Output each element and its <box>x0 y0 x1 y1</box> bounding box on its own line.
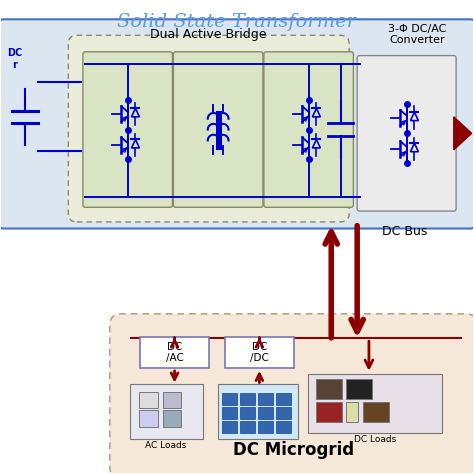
Text: 3-Φ DC/AC
Converter: 3-Φ DC/AC Converter <box>388 24 446 45</box>
Bar <box>316 379 342 399</box>
Bar <box>346 402 358 422</box>
Bar <box>129 384 202 438</box>
Bar <box>240 393 255 405</box>
Bar <box>308 374 442 433</box>
FancyBboxPatch shape <box>68 36 349 222</box>
Text: Solid State Transformer: Solid State Transformer <box>118 13 356 31</box>
Bar <box>316 402 342 422</box>
Bar <box>346 379 372 399</box>
Bar <box>222 393 237 405</box>
Bar <box>276 407 291 419</box>
Bar <box>163 392 182 408</box>
Bar <box>258 393 273 405</box>
Bar <box>276 393 291 405</box>
Text: DC: DC <box>7 48 22 58</box>
Bar <box>258 407 273 419</box>
Bar <box>276 421 291 433</box>
FancyBboxPatch shape <box>0 19 474 228</box>
Text: DC
/DC: DC /DC <box>250 342 269 364</box>
Text: DC Bus: DC Bus <box>382 225 427 238</box>
FancyBboxPatch shape <box>83 52 173 207</box>
FancyBboxPatch shape <box>110 314 474 474</box>
Bar <box>222 421 237 433</box>
Bar <box>258 421 273 433</box>
Bar <box>240 421 255 433</box>
FancyBboxPatch shape <box>264 52 354 207</box>
Text: Dual Active Bridge: Dual Active Bridge <box>150 28 267 41</box>
Bar <box>218 384 298 438</box>
Text: DC Loads: DC Loads <box>354 435 396 444</box>
Text: DC Microgrid: DC Microgrid <box>233 441 354 459</box>
Bar <box>240 407 255 419</box>
Text: DC
/AC: DC /AC <box>165 342 183 364</box>
Bar <box>363 402 389 422</box>
FancyBboxPatch shape <box>140 337 209 368</box>
Bar <box>139 392 158 408</box>
Bar <box>163 410 182 427</box>
Bar <box>139 410 158 427</box>
FancyBboxPatch shape <box>225 337 293 368</box>
Text: r: r <box>12 60 17 70</box>
FancyBboxPatch shape <box>357 55 456 211</box>
FancyBboxPatch shape <box>173 52 263 207</box>
Polygon shape <box>454 117 472 150</box>
Bar <box>222 407 237 419</box>
Text: AC Loads: AC Loads <box>146 441 187 450</box>
